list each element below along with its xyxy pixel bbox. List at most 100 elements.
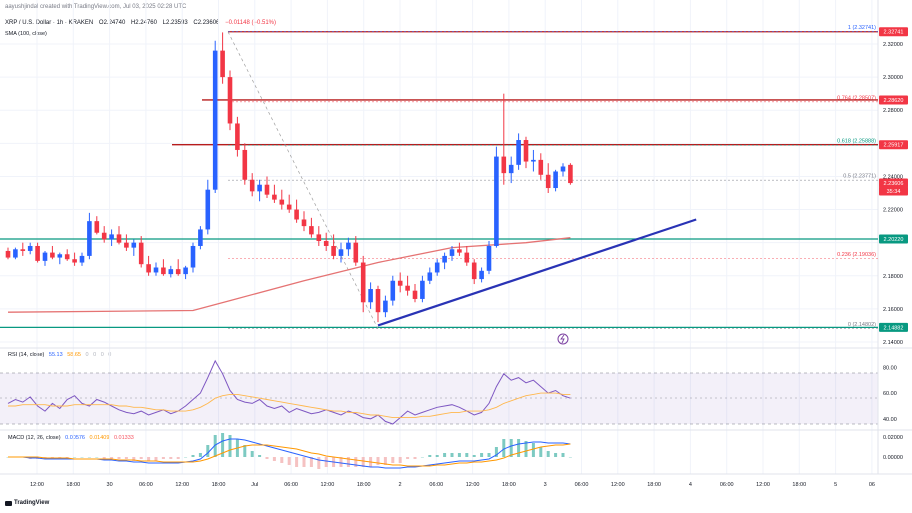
macd-histogram-bar <box>531 443 535 457</box>
macd-histogram-bar <box>376 457 380 465</box>
time-axis-tick: 06:00 <box>575 482 589 488</box>
candle-body <box>109 234 114 240</box>
chart-grid <box>0 0 878 474</box>
macd-axis-tick: 0.02000 <box>883 435 903 441</box>
candle <box>508 156 514 184</box>
macd-histogram-bar <box>132 457 136 461</box>
macd-histogram-bar <box>465 453 469 457</box>
candle <box>338 242 344 263</box>
candle <box>249 173 255 197</box>
macd-histogram-bar <box>354 457 358 467</box>
candle <box>390 275 396 306</box>
candle <box>272 184 277 203</box>
candle-body <box>568 164 573 184</box>
macd-histogram-bar <box>502 439 506 457</box>
candle-body <box>420 280 425 299</box>
candle-body <box>323 241 329 246</box>
candle-body <box>257 184 262 192</box>
price-badge: 2.14882 <box>879 322 908 332</box>
candle <box>198 226 203 250</box>
candle-body <box>390 280 396 301</box>
fib-level-label: 0 (2.14802) <box>848 322 876 328</box>
candle-body <box>560 166 566 172</box>
candle <box>242 143 248 185</box>
macd-histogram-bar <box>480 453 484 457</box>
rsi-axis: 80.00 60.00 40.00 <box>883 365 897 423</box>
candle <box>101 226 107 243</box>
ohlc-low: L2.23593 <box>162 20 188 26</box>
candle-body <box>57 254 63 258</box>
macd-histogram-bar <box>472 455 476 457</box>
candle <box>5 247 11 260</box>
time-axis-tick: 06:00 <box>720 482 734 488</box>
candle <box>264 176 270 198</box>
candle <box>353 236 359 266</box>
price-axis-tick: 2.14000 <box>883 340 903 346</box>
candle-body <box>168 269 174 275</box>
rsi-value: 55.13 <box>48 352 63 358</box>
price-badge-bg <box>879 27 908 37</box>
candle-body <box>175 269 181 275</box>
price-badge-text: 2.25917 <box>884 143 904 149</box>
candle <box>516 133 521 170</box>
candle-body <box>346 242 351 250</box>
candle-body <box>301 219 307 227</box>
candle <box>427 267 433 285</box>
candle-body <box>35 245 40 261</box>
macd-histogram-bar <box>524 441 528 457</box>
macd-legend[interactable]: MACD (12, 26, close) 0.00576 0.01409 0.0… <box>8 435 134 441</box>
candle <box>94 216 100 235</box>
ohlc-open: O2.24740 <box>98 20 126 26</box>
macd-histogram-bar <box>406 457 410 459</box>
symbol-name[interactable]: XRP / U.S. Dollar · 1h · KRAKEN <box>5 20 94 26</box>
macd-histogram-bar <box>539 447 543 457</box>
candle-body <box>486 245 492 271</box>
macd-histogram-bar <box>361 457 365 467</box>
candle-body <box>464 252 470 263</box>
macd-histogram-bar <box>243 445 247 457</box>
alert-icon[interactable] <box>557 333 569 345</box>
candle-body <box>272 194 277 200</box>
candle <box>227 70 233 131</box>
rsi-zero-2: 0 <box>93 352 97 358</box>
candle <box>168 265 174 278</box>
candle <box>183 265 188 280</box>
candle <box>553 169 558 192</box>
macd-value-1: 0.00576 <box>65 435 85 441</box>
macd-histogram-bar <box>117 457 121 459</box>
time-axis-tick: 06:00 <box>429 482 443 488</box>
price-badge-text: 35:34 <box>887 189 901 195</box>
macd-histogram-bar <box>258 455 262 457</box>
candle-body <box>227 77 233 124</box>
rsi-ma-line <box>8 392 571 419</box>
candle <box>205 179 211 235</box>
candle <box>486 241 492 275</box>
macd-histogram-bar <box>561 453 565 457</box>
macd-histogram-bar <box>450 453 454 457</box>
price-axis-tick: 2.24000 <box>883 174 903 180</box>
sma-legend[interactable]: SMA (100, close) <box>5 31 47 37</box>
macd-histogram-bar <box>198 453 202 457</box>
macd-histogram-bar <box>161 457 165 459</box>
candle-body <box>27 245 33 251</box>
candle <box>397 272 403 293</box>
chart-attribution: aayushjindal created with TradingView.co… <box>5 4 187 10</box>
candle-body <box>279 199 285 205</box>
macd-histogram-bar <box>206 445 210 457</box>
price-badge-text: 2.28620 <box>884 98 904 104</box>
candle <box>479 267 484 283</box>
tradingview-logo[interactable]: TradingView <box>5 500 49 506</box>
macd-histogram-bar <box>317 457 321 469</box>
candle <box>131 239 137 256</box>
macd-histogram-bar <box>346 457 350 467</box>
candle-body <box>124 242 129 248</box>
price-badge: 2.23606 <box>879 178 908 188</box>
time-axis-tick: 06:00 <box>139 482 153 488</box>
candle-body <box>264 184 270 195</box>
sma-100-line <box>7 237 571 313</box>
time-axis-tick: 12:00 <box>30 482 44 488</box>
candle-body <box>161 267 166 275</box>
candle <box>175 259 181 276</box>
candle-body <box>449 249 455 256</box>
